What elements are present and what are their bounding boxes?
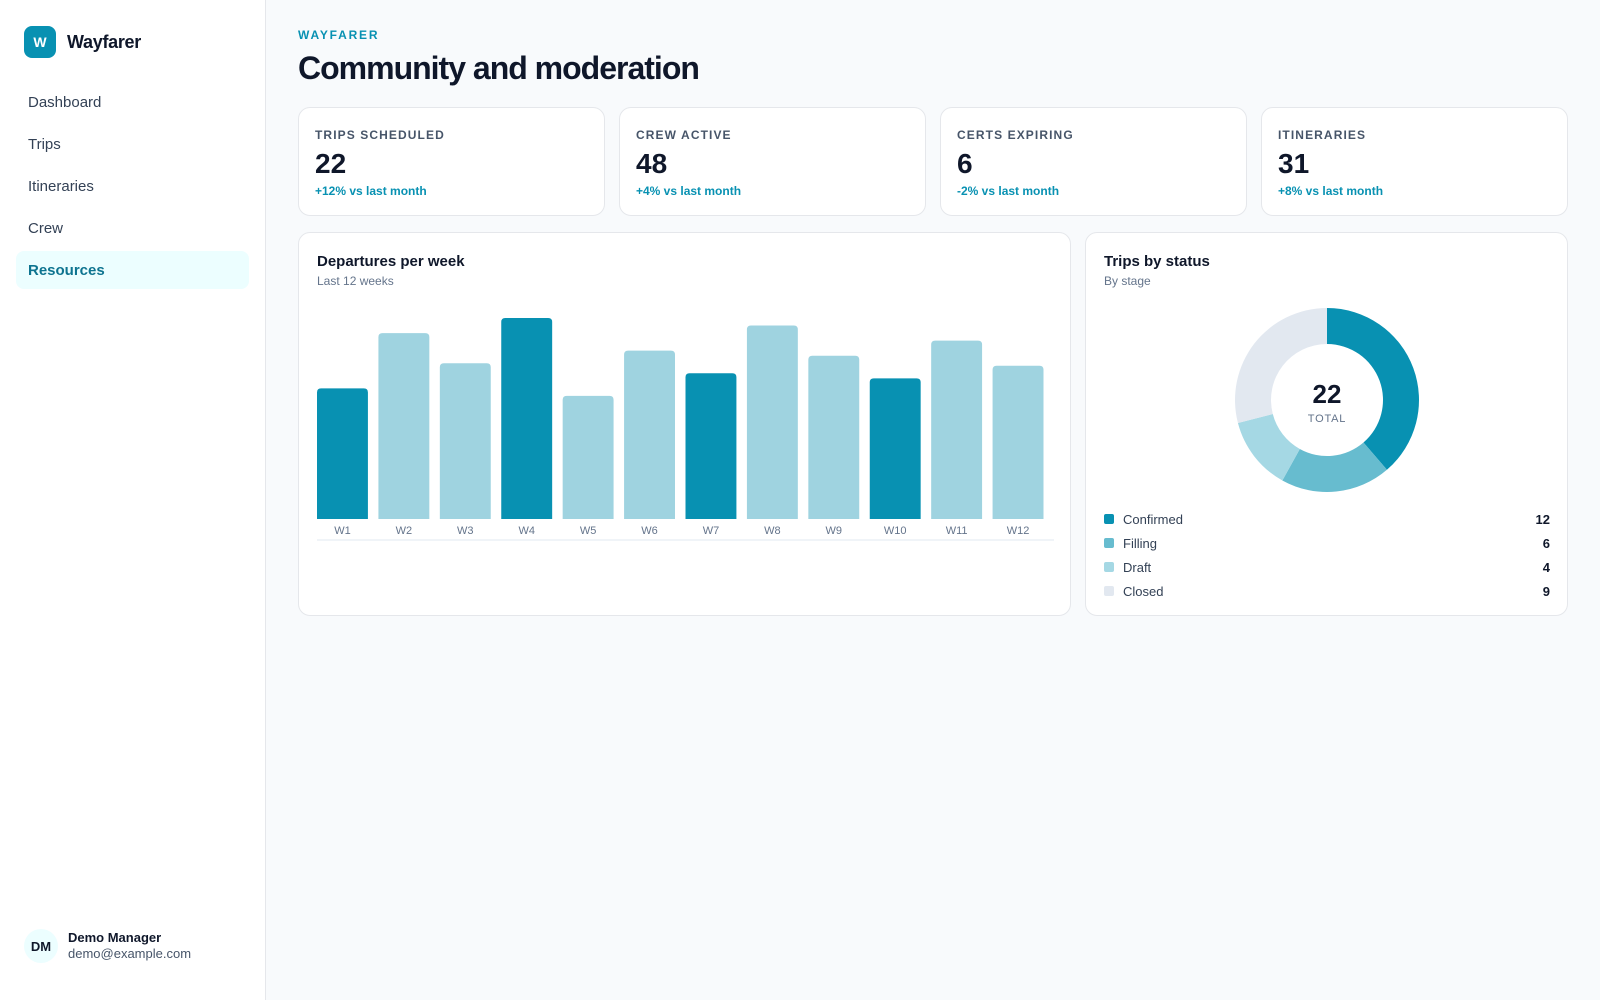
legend-label: Confirmed <box>1123 511 1183 527</box>
x-tick-label: W1 <box>334 525 351 537</box>
bar-w10[interactable] <box>869 378 921 519</box>
legend-swatch <box>1104 538 1114 548</box>
stat-value: 31 <box>1278 148 1310 179</box>
stat-value: 6 <box>957 148 973 179</box>
slice-draft[interactable] <box>1237 414 1300 481</box>
x-tick-label: W7 <box>703 525 720 537</box>
x-tick-label: W5 <box>580 525 597 537</box>
stat-label: ITINERARIES <box>1278 128 1367 142</box>
brand-logo: W <box>24 26 56 58</box>
x-tick-label: W2 <box>396 525 413 537</box>
status-legend: Confirmed 12 Filling 6 Draft 4 Closed 9 <box>1104 507 1550 603</box>
bar-w9[interactable] <box>808 355 860 519</box>
slice-closed[interactable] <box>1235 308 1327 424</box>
stat-label: CERTS EXPIRING <box>957 128 1074 142</box>
x-tick-label: W9 <box>826 525 843 537</box>
legend-label: Filling <box>1123 535 1157 551</box>
legend-item-confirmed[interactable]: Confirmed 12 <box>1104 507 1550 531</box>
user-profile[interactable]: DM Demo Manager demo@example.com <box>24 929 191 963</box>
legend-value: 4 <box>1542 559 1550 575</box>
legend-item-filling[interactable]: Filling 6 <box>1104 531 1550 555</box>
sidebar-item-resources[interactable]: Resources <box>16 251 249 289</box>
brand[interactable]: W Wayfarer <box>24 26 141 58</box>
sidebar-item-trips[interactable]: Trips <box>28 135 61 153</box>
bar-w12[interactable] <box>992 365 1044 519</box>
page-title: Community and moderation <box>298 50 700 86</box>
trips-status-donut: 22 TOTAL <box>1235 308 1419 492</box>
donut-center-value: 22 <box>1313 379 1342 409</box>
bar-w7[interactable] <box>685 373 737 519</box>
bar-w4[interactable] <box>501 318 553 519</box>
stat-value: 48 <box>636 148 668 179</box>
sidebar-item-crew[interactable]: Crew <box>28 219 64 237</box>
departures-bar-chart: W1 W2 W3 W4 W5 W6 W7 W8 W9 W10 W11 W12 <box>317 318 1054 541</box>
legend-label: Draft <box>1123 559 1152 575</box>
bar-w8[interactable] <box>746 325 798 519</box>
stat-delta: -2% vs last month <box>957 184 1060 198</box>
stat-delta: +8% vs last month <box>1278 184 1384 198</box>
bar-w2[interactable] <box>378 333 430 519</box>
chart-subtitle: Last 12 weeks <box>317 274 394 288</box>
stat-label: CREW ACTIVE <box>636 128 732 142</box>
legend-value: 9 <box>1542 583 1550 599</box>
sidebar-item-dashboard[interactable]: Dashboard <box>28 93 102 111</box>
stat-value: 22 <box>315 148 347 179</box>
bar-w3[interactable] <box>439 363 491 519</box>
x-tick-label: W10 <box>884 525 907 537</box>
chart-title: Trips by status <box>1104 253 1210 270</box>
stat-card-trips-scheduled: TRIPS SCHEDULED 22 +12% vs last month <box>298 107 605 216</box>
legend-label: Closed <box>1123 583 1164 599</box>
legend-value: 6 <box>1542 535 1550 551</box>
bar-w1[interactable] <box>317 388 368 519</box>
legend-swatch <box>1104 514 1114 524</box>
avatar: DM <box>24 929 58 963</box>
stat-delta: +4% vs last month <box>636 184 742 198</box>
page-eyebrow: WAYFARER <box>298 28 380 42</box>
bar-w6[interactable] <box>624 350 675 519</box>
sidebar-item-itineraries[interactable]: Itineraries <box>28 177 94 195</box>
x-tick-label: W11 <box>946 525 968 537</box>
stat-delta: +12% vs last month <box>315 184 427 198</box>
legend-item-closed[interactable]: Closed 9 <box>1104 579 1550 603</box>
stat-card-certs-expiring: CERTS EXPIRING 6 -2% vs last month <box>940 107 1247 216</box>
brand-name: Wayfarer <box>67 31 141 52</box>
stat-card-itineraries: ITINERARIES 31 +8% vs last month <box>1261 107 1568 216</box>
legend-item-draft[interactable]: Draft 4 <box>1104 555 1550 579</box>
bar-w5[interactable] <box>562 395 614 519</box>
slice-confirmed[interactable] <box>1327 308 1419 470</box>
departures-chart-card: Departures per week Last 12 weeks W1 W2 W3… <box>298 232 1071 616</box>
x-tick-label: W3 <box>457 525 474 537</box>
legend-swatch <box>1104 586 1114 596</box>
stat-label: TRIPS SCHEDULED <box>315 128 445 142</box>
x-tick-label: W8 <box>764 525 781 537</box>
x-tick-label: W12 <box>1007 525 1030 537</box>
stat-card-crew-active: CREW ACTIVE 48 +4% vs last month <box>619 107 926 216</box>
x-tick-label: W6 <box>641 525 658 537</box>
chart-title: Departures per week <box>317 253 465 270</box>
legend-value: 12 <box>1535 511 1550 527</box>
user-name: Demo Manager <box>68 930 162 945</box>
donut-center-label: TOTAL <box>1308 413 1346 425</box>
sidebar: W Wayfarer Dashboard Trips Itineraries C… <box>0 0 266 1000</box>
sidebar-nav: Dashboard Trips Itineraries Crew Resourc… <box>16 83 249 293</box>
x-tick-label: W4 <box>518 525 535 537</box>
user-email: demo@example.com <box>68 946 192 961</box>
trips-status-card: Trips by status By stage 22 TOTAL Confirm… <box>1085 232 1568 616</box>
chart-subtitle: By stage <box>1104 274 1151 288</box>
slice-filling[interactable] <box>1282 442 1387 492</box>
legend-swatch <box>1104 562 1114 572</box>
bar-w11[interactable] <box>931 340 983 519</box>
